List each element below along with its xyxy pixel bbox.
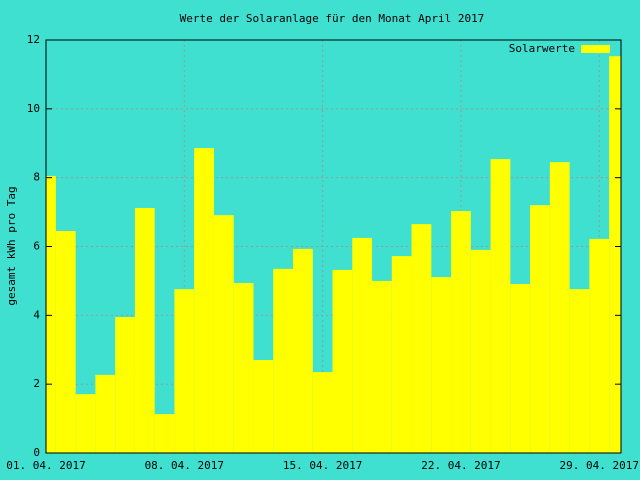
- bar: [589, 238, 610, 453]
- legend-label: Solarwerte: [509, 42, 575, 55]
- bar: [372, 280, 392, 453]
- bar: [470, 249, 491, 453]
- bar: [312, 372, 333, 453]
- bar: [134, 207, 155, 453]
- bar: [174, 289, 195, 453]
- x-tick-label: 08. 04. 2017: [145, 459, 224, 472]
- bar: [431, 277, 452, 453]
- bar: [194, 148, 214, 453]
- bar: [490, 159, 511, 453]
- bar: [273, 268, 293, 453]
- y-tick-label: 4: [33, 308, 40, 321]
- bar: [609, 56, 621, 453]
- x-tick-label: 22. 04. 2017: [421, 459, 500, 472]
- bar: [510, 284, 531, 453]
- plot-border: [45, 39, 622, 454]
- bar: [391, 256, 412, 453]
- bar: [213, 215, 234, 453]
- bar: [233, 282, 254, 453]
- bar: [569, 289, 590, 453]
- bar: [154, 414, 175, 453]
- y-axis-label: gesamt kWh pro Tag: [5, 186, 18, 305]
- x-tick-label: 01. 04. 2017: [6, 459, 85, 472]
- bar: [95, 374, 116, 453]
- y-tick-label: 0: [33, 446, 40, 459]
- bar: [115, 317, 135, 453]
- y-tick-label: 8: [33, 171, 40, 184]
- bar: [292, 248, 313, 453]
- bar: [75, 394, 96, 453]
- y-tick-label: 6: [33, 240, 40, 253]
- y-tick-label: 2: [33, 377, 40, 390]
- bar: [352, 237, 373, 453]
- bar: [451, 211, 471, 453]
- bar: [411, 224, 432, 453]
- x-tick-label: 29. 04. 2017: [560, 459, 639, 472]
- bar: [46, 175, 56, 453]
- y-tick-label: 12: [27, 33, 40, 46]
- chart-title: Werte der Solaranlage für den Monat Apri…: [180, 12, 485, 25]
- x-tick-label: 15. 04. 2017: [283, 459, 362, 472]
- bar: [530, 205, 550, 453]
- bar: [332, 269, 353, 453]
- bar: [549, 162, 570, 453]
- legend-swatch: [581, 45, 610, 53]
- plot-area: [46, 56, 621, 453]
- y-tick-label: 10: [27, 102, 40, 115]
- bar: [55, 231, 76, 453]
- bar: [253, 360, 274, 453]
